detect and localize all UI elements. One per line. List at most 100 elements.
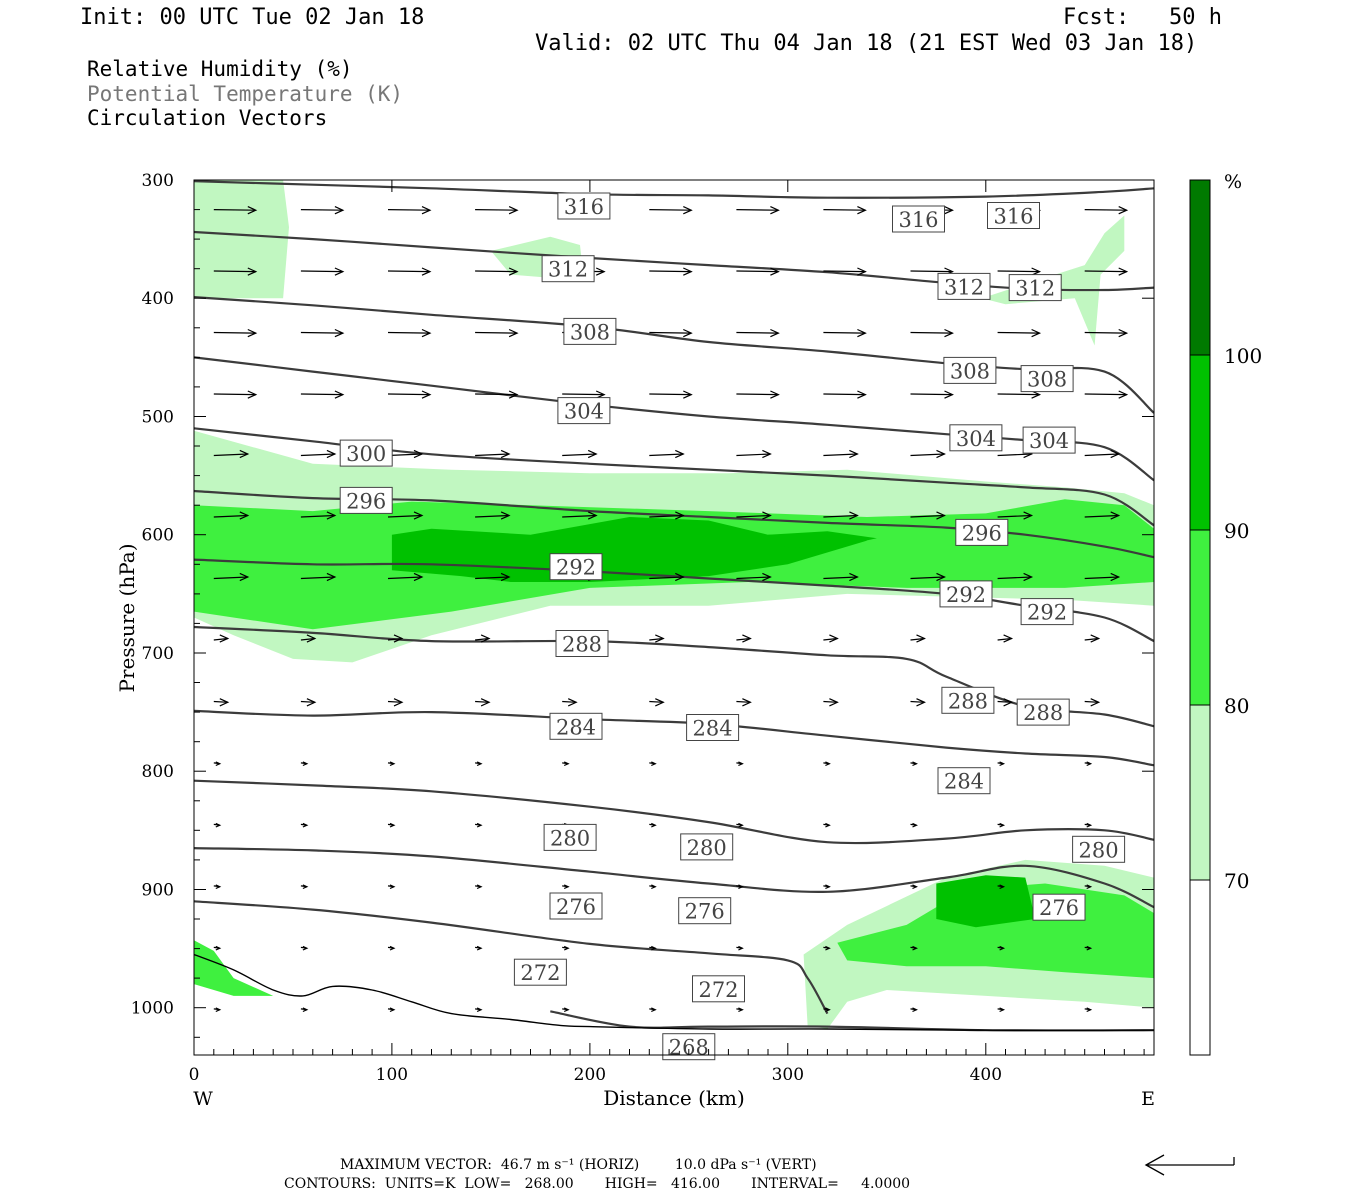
rh-region-80 — [194, 940, 274, 996]
vector-head — [393, 634, 404, 643]
vector-head — [587, 511, 598, 520]
vector-arrow — [213, 700, 228, 703]
label-text: 316 — [898, 208, 938, 232]
vector-head — [508, 390, 519, 399]
vector-arrow — [213, 576, 248, 580]
vector-arrow — [1084, 270, 1127, 273]
vector-head — [500, 572, 511, 582]
vector-head — [857, 328, 867, 338]
vector-head — [849, 449, 859, 459]
label-text: 292 — [1027, 601, 1067, 625]
vector-head — [476, 761, 483, 767]
vector-arrow — [213, 393, 256, 396]
label-box — [949, 424, 1003, 452]
vector-arrow — [823, 270, 866, 273]
label-text: 288 — [562, 633, 602, 657]
colorbar-segment — [1189, 529, 1211, 706]
theta-contour-280 — [193, 779, 1155, 845]
vector-arrow — [736, 576, 771, 580]
label-box — [1022, 426, 1076, 454]
vector-arrow — [387, 637, 403, 641]
vector-arrow — [387, 700, 403, 703]
vector-head — [675, 572, 685, 582]
vector-head — [655, 698, 665, 707]
label-text: 276 — [1039, 896, 1079, 920]
theta-label-312: 312 — [937, 272, 991, 300]
label-text: 280 — [1079, 838, 1119, 862]
label-text: 316 — [564, 195, 604, 219]
vector-head — [334, 328, 345, 338]
vector-head — [683, 267, 693, 276]
label-text: 280 — [550, 826, 590, 850]
theta-label-296: 296 — [339, 486, 393, 514]
colorbar: 100 90 80 70 — [1189, 179, 1262, 1056]
vector-arrow — [1084, 209, 1127, 211]
y-tick-label: 700 — [142, 644, 174, 664]
vector-arrow — [649, 331, 692, 334]
colorbar-segment — [1189, 179, 1211, 356]
vector-head — [1086, 1007, 1093, 1013]
y-tick-label: 400 — [142, 289, 174, 309]
label-box — [1020, 598, 1074, 626]
vector-head — [738, 945, 744, 951]
vector-head — [916, 634, 926, 643]
vector-arrow — [910, 453, 945, 457]
vector-arrow — [387, 393, 431, 396]
vector-head — [683, 390, 693, 399]
vector-arrow — [562, 393, 605, 396]
vector-arrow — [910, 576, 945, 580]
theta-label-272: 272 — [513, 958, 567, 986]
label-box — [549, 892, 603, 920]
label-box — [543, 823, 597, 851]
vector-head — [849, 572, 859, 582]
label-text: 272 — [698, 978, 738, 1002]
theta-label-284: 284 — [937, 767, 991, 795]
vector-arrow — [213, 331, 256, 334]
theta-label-292: 292 — [1020, 598, 1074, 626]
vector-arrow — [910, 393, 953, 396]
vector-head — [999, 761, 1006, 767]
vector-head — [476, 1007, 483, 1013]
vector-head — [1090, 698, 1101, 707]
vector-head — [944, 206, 954, 215]
vector-arrow — [475, 209, 518, 211]
vector-head — [563, 761, 570, 767]
vector-head — [825, 1007, 831, 1013]
theta-label-316: 316 — [557, 192, 611, 220]
theta-label-288: 288 — [1016, 698, 1070, 726]
vector-head — [1086, 884, 1093, 890]
vector-head — [999, 822, 1006, 828]
x-axis-label: Distance (km) — [603, 1086, 745, 1110]
theta-label-304: 304 — [557, 397, 611, 425]
label-box — [892, 205, 945, 233]
vector-arrow — [649, 393, 692, 396]
forecast-hour: Fcst: 50 h — [1063, 5, 1222, 30]
vector-head — [302, 884, 309, 890]
vector-head — [302, 945, 309, 951]
vector-arrow — [387, 270, 431, 273]
theta-label-296: 296 — [955, 518, 1009, 546]
label-text: 276 — [685, 900, 725, 924]
label-text: 308 — [1027, 368, 1067, 392]
label-text: 292 — [946, 583, 986, 607]
vector-head — [421, 206, 432, 215]
vector-head — [239, 449, 250, 459]
vector-head — [302, 822, 309, 828]
vector-arrow — [997, 270, 1040, 273]
vector-arrow — [997, 637, 1012, 641]
vector-head — [215, 884, 222, 890]
vector-head — [1031, 267, 1042, 276]
theta-label-304: 304 — [1022, 426, 1076, 454]
vector-head — [389, 945, 396, 951]
vector-head — [326, 449, 337, 459]
vector-head — [683, 206, 693, 215]
colorbar-segment — [1189, 354, 1211, 531]
vector-head — [421, 267, 432, 276]
label-text: 316 — [993, 205, 1033, 229]
vector-head — [413, 572, 424, 582]
vector-head — [587, 449, 598, 459]
label-text: 308 — [950, 359, 990, 383]
vector-arrow — [1084, 637, 1099, 641]
theta-label-288: 288 — [555, 630, 609, 657]
vector-head — [770, 328, 780, 338]
